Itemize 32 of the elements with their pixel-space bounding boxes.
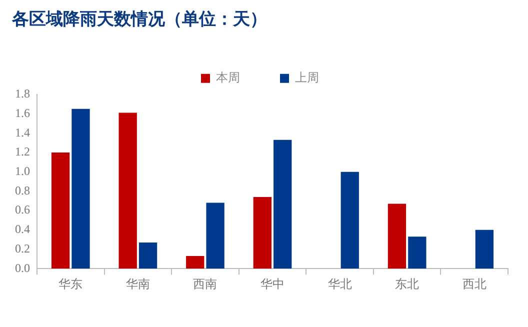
y-tick-label: 0.0	[15, 260, 30, 275]
legend-label: 上周	[295, 70, 319, 85]
bar	[138, 242, 158, 269]
y-tick-label: 0.4	[15, 222, 30, 236]
bar	[253, 196, 272, 269]
y-tick-label: 0.2	[15, 241, 30, 256]
x-tick-label: 西南	[193, 276, 218, 291]
x-tick-label: 东北	[395, 276, 420, 291]
y-tick-label: 1.8	[15, 86, 30, 101]
x-tick-label: 华南	[126, 276, 150, 291]
bar	[118, 112, 137, 269]
bar	[206, 202, 224, 269]
legend-label: 本周	[216, 70, 240, 85]
bar	[408, 236, 426, 269]
y-tick-label: 1.6	[15, 106, 30, 120]
y-tick-label: 1.4	[15, 125, 30, 140]
bar	[340, 172, 359, 269]
y-tick-label: 0.8	[15, 183, 30, 198]
bar	[51, 152, 70, 269]
chart-title: 各区域降雨天数情况（单位：天）	[11, 10, 267, 29]
y-tick-label: 1.0	[15, 164, 30, 178]
x-tick-label: 华北	[328, 276, 352, 291]
bar	[274, 140, 292, 269]
bar	[72, 108, 90, 269]
x-tick-label: 华东	[58, 276, 83, 291]
bar	[475, 230, 494, 269]
x-tick-label: 西北	[462, 276, 486, 291]
bar	[186, 256, 204, 269]
y-tick-label: 0.6	[15, 202, 30, 217]
y-tick-label: 1.2	[15, 144, 30, 159]
bar	[388, 204, 406, 269]
x-tick-label: 华中	[260, 276, 284, 291]
